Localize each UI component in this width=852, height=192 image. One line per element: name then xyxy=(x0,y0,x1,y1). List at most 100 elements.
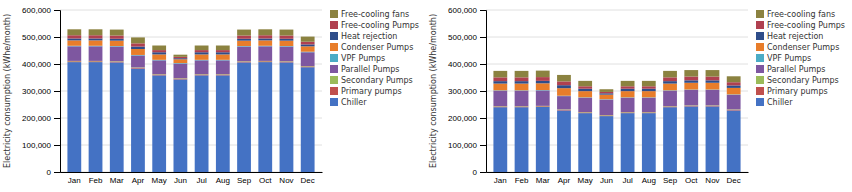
grid-line xyxy=(60,10,322,11)
x-tick: Dec xyxy=(727,172,741,185)
x-tick-label: Sep xyxy=(663,176,678,185)
legend-swatch xyxy=(330,10,338,18)
bar-segment xyxy=(706,90,720,105)
bar-segment xyxy=(536,83,550,90)
x-axis-line xyxy=(61,172,323,173)
bar-segment xyxy=(152,54,166,59)
series xyxy=(67,61,314,79)
series xyxy=(493,106,740,172)
bar-segment xyxy=(642,89,656,91)
legend-label: Primary pumps xyxy=(341,87,402,96)
x-tick-label: Apr xyxy=(132,176,145,185)
bar-segment xyxy=(67,62,81,172)
bar-segment xyxy=(301,42,315,45)
legend-swatch xyxy=(756,21,764,29)
bar-segment xyxy=(578,112,592,114)
bar-segment xyxy=(258,62,272,172)
bar-segment xyxy=(110,30,124,36)
bar-segment xyxy=(557,88,571,96)
bar-segment xyxy=(599,93,613,94)
y-tick-mark xyxy=(54,91,60,92)
y-tick-label: 400,000 xyxy=(22,60,51,69)
grid xyxy=(60,10,322,172)
x-tick: Jan xyxy=(68,172,81,185)
bar-segment xyxy=(301,66,315,68)
y-axis-title: Electricity consumption (kWhe/month) xyxy=(3,14,12,168)
bar-segment xyxy=(578,86,592,88)
legend-swatch xyxy=(756,43,764,51)
x-tick-label: May xyxy=(578,176,593,185)
x-tick: Oct xyxy=(685,172,698,185)
bar-segment xyxy=(258,46,272,61)
legend-label: Free-cooling Pumps xyxy=(767,21,845,30)
bar-segment xyxy=(684,106,698,172)
chart: JanFebMarAprMayJunJulAugSepOctNovDec0100… xyxy=(3,6,419,185)
x-tick-label: May xyxy=(152,176,167,185)
bar-segment xyxy=(621,91,635,97)
bar-segment xyxy=(621,89,635,91)
y-tick-mark xyxy=(480,10,486,11)
bar-segment xyxy=(493,84,507,91)
legend-label: Heat rejection xyxy=(341,32,397,41)
y-tick-mark xyxy=(480,172,486,173)
bar-segment xyxy=(536,90,550,105)
x-axis: JanFebMarAprMayJunJulAugSepOctNovDec xyxy=(61,172,323,185)
bar-segment xyxy=(89,61,103,63)
legend-swatch xyxy=(756,10,764,18)
y-tick: 100,000 xyxy=(448,141,486,150)
bar-segment xyxy=(152,60,166,74)
bar-segment xyxy=(152,50,166,52)
x-tick: Nov xyxy=(279,172,293,185)
legend-swatch xyxy=(756,98,764,106)
bar-segment xyxy=(578,113,592,172)
bar-segment xyxy=(557,109,571,111)
bar-segment xyxy=(280,39,294,41)
bar-segment xyxy=(301,52,315,66)
series xyxy=(67,62,314,172)
x-tick: Feb xyxy=(89,172,103,185)
legend-label: VPF Pumps xyxy=(341,54,385,63)
x-tick-label: Oct xyxy=(259,176,272,185)
bar-segment xyxy=(301,46,315,51)
x-tick: Feb xyxy=(515,172,529,185)
legend-swatch xyxy=(330,54,338,62)
x-axis: JanFebMarAprMayJunJulAugSepOctNovDec xyxy=(487,172,749,185)
x-tick-label: Feb xyxy=(89,176,103,185)
bar-segment xyxy=(258,35,272,38)
legend-label: Condenser Pumps xyxy=(767,43,839,52)
y-tick: 0 xyxy=(473,168,486,177)
legend: Free-cooling fansFree-cooling PumpsHeat … xyxy=(756,10,845,107)
bar-segment xyxy=(578,89,592,91)
bar-segment xyxy=(280,30,294,36)
y-tick: 200,000 xyxy=(22,114,60,123)
legend-item: Free-cooling fans xyxy=(756,10,835,19)
y-tick-mark xyxy=(54,10,60,11)
legend-item: Free-cooling Pumps xyxy=(756,21,845,30)
grid-line xyxy=(486,10,748,11)
y-tick-mark xyxy=(480,64,486,65)
bar-segment xyxy=(621,98,635,112)
series xyxy=(493,90,740,100)
legend-item: VPF Pumps xyxy=(756,54,811,63)
legend-label: VPF Pumps xyxy=(767,54,811,63)
y-tick-label: 100,000 xyxy=(448,141,477,150)
y-tick-mark xyxy=(54,172,60,173)
x-tick: Mar xyxy=(536,172,550,185)
bar-segment xyxy=(557,110,571,172)
bar-segment xyxy=(493,91,507,106)
y-tick-mark xyxy=(54,37,60,38)
x-tick: Jul xyxy=(196,172,206,185)
x-tick: Nov xyxy=(705,172,719,185)
bar-segment xyxy=(216,54,230,59)
series xyxy=(67,38,314,59)
bar-segment xyxy=(536,106,550,108)
bar-segment xyxy=(131,55,145,67)
legend-swatch xyxy=(756,87,764,95)
bar-segment xyxy=(599,100,613,115)
legend-swatch xyxy=(330,32,338,40)
x-tick: May xyxy=(152,172,167,185)
bar-segment xyxy=(131,43,145,46)
bar-segment xyxy=(642,86,656,88)
x-tick-label: Jun xyxy=(600,176,613,185)
series xyxy=(67,46,314,64)
